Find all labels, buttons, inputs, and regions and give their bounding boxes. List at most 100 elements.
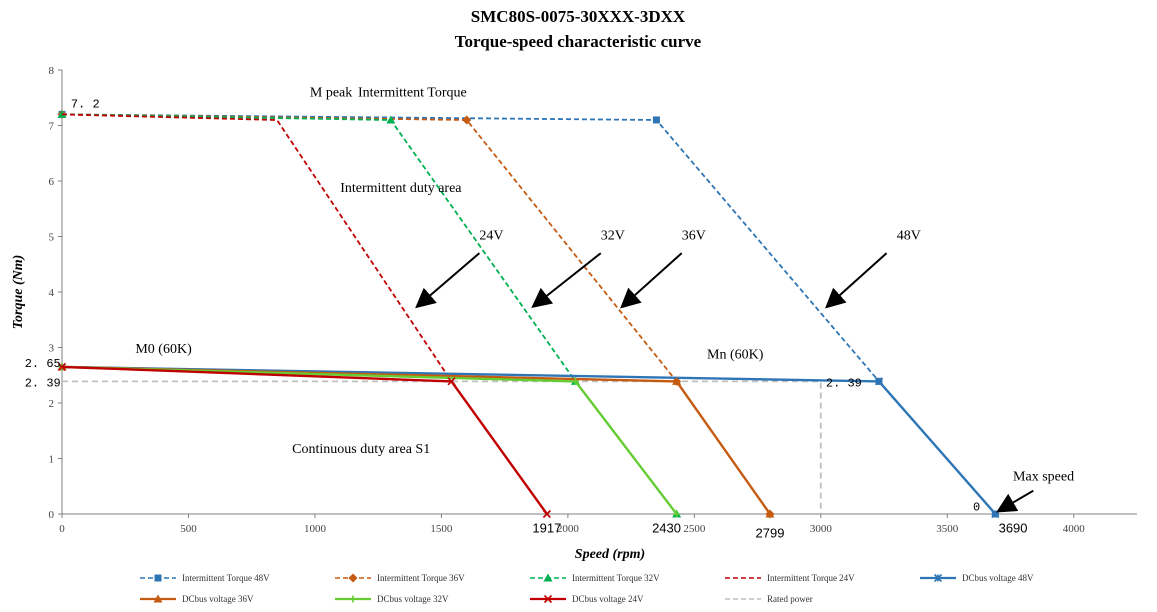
legend-label: DCbus voltage 32V: [377, 594, 449, 604]
legend-label: DCbus voltage 36V: [182, 594, 254, 604]
legend-item: DCbus voltage 32V: [335, 594, 449, 604]
legend-item: Intermittent Torque 32V: [530, 573, 660, 583]
series-line: [61, 365, 548, 515]
series-rated-power: [62, 380, 822, 514]
annotation-label: 7. 2: [71, 98, 100, 112]
y-tick-label: 2: [49, 398, 55, 410]
data-point: [672, 376, 682, 385]
y-tick-label: 7: [49, 121, 55, 133]
series-intermittent-torque-36v: [57, 109, 775, 519]
y-axis-title: Torque (Nm): [11, 255, 26, 330]
y-tick-label: 3: [49, 343, 55, 355]
data-point: [991, 509, 1000, 519]
x-tick-label: 4000: [1063, 523, 1086, 535]
legend-item: Intermittent Torque 48V: [140, 573, 270, 583]
legend-label: DCbus voltage 24V: [572, 594, 644, 604]
annotation-label: Continuous duty area S1: [292, 442, 430, 457]
annotation-label: M0 (60K): [135, 342, 192, 357]
annotation-label: 2430: [652, 520, 681, 535]
legend-label: Intermittent Torque 48V: [182, 573, 270, 583]
legend-label: Rated power: [767, 594, 813, 604]
arrow-max-speed: [996, 489, 1034, 513]
legend-item: DCbus voltage 36V: [140, 594, 254, 604]
annotation-label: 2. 39: [25, 376, 61, 390]
x-tick-label: 3000: [810, 523, 833, 535]
chart-subtitle: Torque-speed characteristic curve: [455, 32, 702, 51]
data-point: [571, 377, 579, 385]
series-layer: [57, 109, 1000, 519]
axes: 0 500 1000 1500 2000 2500 3000 3500 4000 0 1 2 3 4 5 6 7…: [49, 65, 1137, 535]
data-point: [462, 115, 472, 125]
annotation-label: 24V: [479, 228, 503, 243]
x-tick-label: 1000: [304, 523, 327, 535]
data-point: [543, 594, 553, 604]
legend-item: Intermittent Torque 36V: [335, 573, 465, 583]
data-point: [543, 573, 553, 582]
x-tick-label: 0: [59, 523, 65, 535]
y-tick-label: 6: [49, 176, 55, 188]
annotation-label: Intermittent duty area: [340, 181, 462, 196]
data-point: [349, 595, 357, 603]
data-point: [57, 109, 67, 118]
series-intermittent-torque-48v: [58, 110, 999, 518]
annotation-label: M peak: [310, 86, 352, 101]
legend-item: Intermittent Torque 24V: [725, 573, 855, 583]
series-line: [61, 365, 771, 515]
x-tick-label: 500: [180, 523, 197, 535]
annotation-label: 2799: [756, 525, 785, 540]
data-point: [874, 377, 884, 386]
series-line: [62, 380, 822, 514]
x-tick-label: 2000: [557, 523, 580, 535]
arrow-36v: [620, 252, 683, 309]
annotation-label: 2. 65: [25, 357, 61, 371]
legend-item: DCbus voltage 48V: [920, 573, 1034, 583]
legend-label: DCbus voltage 48V: [962, 573, 1034, 583]
data-point: [386, 115, 396, 124]
annotation-layer: M peak Intermittent Torque Intermittent du…: [25, 86, 1074, 541]
y-tick-label: 8: [49, 65, 55, 77]
data-point: [765, 509, 775, 518]
y-tick-label: 5: [49, 232, 55, 244]
legend-label: Intermittent Torque 24V: [767, 573, 855, 583]
data-point: [348, 573, 358, 583]
legend-label: Intermittent Torque 32V: [572, 573, 660, 583]
annotation-label: 48V: [897, 228, 921, 243]
data-point: [673, 510, 681, 518]
series-line: [61, 113, 997, 515]
legend-item: Rated power: [725, 594, 813, 604]
legend: Intermittent Torque 48V Intermittent Torq…: [140, 573, 1034, 604]
annotation-label: 2. 39: [826, 376, 862, 390]
data-point: [933, 573, 943, 583]
series-line: [61, 365, 678, 515]
data-point: [447, 377, 456, 386]
arrow-48v: [824, 252, 888, 309]
annotation-label: Max speed: [1013, 470, 1074, 485]
x-tick-label: 2500: [683, 523, 706, 535]
series-dcbus-voltage-24v: [57, 362, 551, 519]
x-tick-label: 1500: [430, 523, 453, 535]
arrow-24v: [415, 252, 481, 309]
arrow-32v: [531, 252, 602, 309]
annotation-label: 0: [973, 501, 980, 515]
x-tick-label: 3500: [936, 523, 959, 535]
x-axis-title: Speed (rpm): [575, 547, 645, 562]
annotation-label: 3690: [999, 520, 1028, 535]
chart-title: SMC80S-0075-30XXX-3DXX: [471, 7, 686, 26]
y-tick-label: 1: [49, 454, 55, 466]
annotation-label: 36V: [682, 228, 706, 243]
series-dcbus-voltage-32v: [58, 363, 681, 518]
annotation-label: Intermittent Torque: [358, 86, 467, 101]
data-point: [153, 594, 163, 603]
legend-label: Intermittent Torque 36V: [377, 573, 465, 583]
series-dcbus-voltage-36v: [57, 362, 775, 518]
y-tick-label: 0: [49, 509, 55, 521]
annotation-label: Mn (60K): [707, 348, 764, 363]
y-tick-label: 4: [49, 287, 55, 299]
annotation-label: 32V: [601, 228, 625, 243]
data-point: [542, 509, 551, 519]
data-point: [652, 116, 660, 124]
data-point: [154, 574, 162, 582]
annotation-label: 1917: [532, 520, 561, 535]
legend-item: DCbus voltage 24V: [530, 594, 644, 604]
